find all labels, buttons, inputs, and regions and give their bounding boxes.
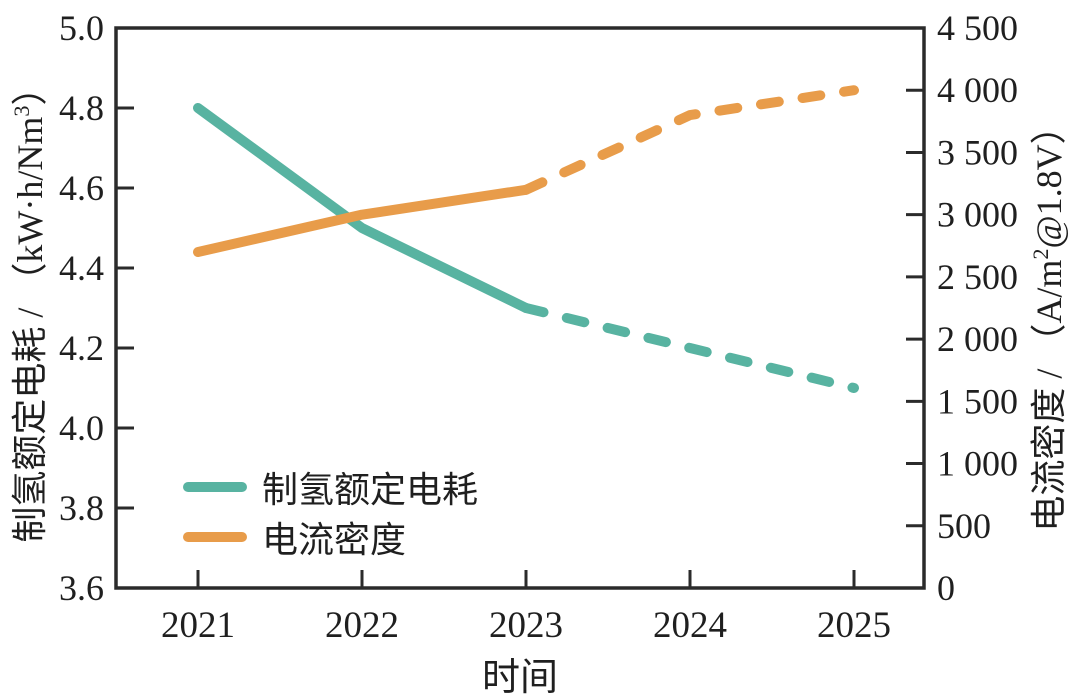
left-axis-title-suffix: ） [10,69,50,106]
legend: 制氢额定电耗 电流密度 [183,462,478,562]
legend-label-current-density: 电流密度 [262,520,407,560]
right-axis-title-suffix: @1.8V） [1029,108,1069,249]
series-line-solid-left [193,103,531,313]
right-axis-tick-label: 1 000 [937,444,1018,484]
left-axis-tick-label: 4.4 [59,248,104,288]
legend-swatch-rated-power-consumption [183,482,247,492]
left-axis-title-prefix: 制氢额定电耗 / （kW·h/Nm [10,116,50,543]
x-axis-tick-label: 2023 [489,605,563,646]
left-axis-title: 制氢额定电耗 / （kW·h/Nm3） [1,69,53,542]
right-axis-tick-label: 3 500 [937,132,1018,172]
right-axis-tick-label: 500 [937,506,991,546]
left-axis-tick-label: 5.0 [59,8,104,48]
x-axis-title: 时间 [481,657,559,698]
left-axis-title-superscript: 3 [9,105,34,117]
right-axis-title-superscript: 2 [1028,248,1053,260]
right-axis-tick-label: 2 500 [937,257,1018,297]
left-axis-tick-label: 3.8 [59,488,104,528]
right-axis-title: 电流密度 / （A/m2@1.8V） [1020,108,1072,531]
left-axis-tick-label: 4.8 [59,88,104,128]
left-axis-tick-label: 4.0 [59,408,104,448]
right-axis-tick-label: 1 500 [937,381,1018,421]
right-axis-tick-label: 4 500 [937,8,1018,48]
series-line-solid-right [193,184,531,257]
plot-border [114,26,926,590]
right-axis-tick-label: 3 000 [937,195,1018,235]
right-axis-tick-label: 2 000 [937,319,1018,359]
series-line-dashed-left [521,303,859,393]
x-axis-tick-label: 2022 [325,605,399,646]
legend-item-rated-power-consumption: 制氢额定电耗 [183,462,478,512]
legend-swatch-current-density [183,532,247,542]
legend-item-current-density: 电流密度 [183,512,478,562]
series-line-dashed-right [521,85,859,195]
x-axis-tick-label: 2021 [161,605,235,646]
x-axis-tick-label: 2025 [817,605,891,646]
left-axis-tick-label: 4.6 [59,168,104,208]
right-axis-tick-label: 4 000 [937,70,1018,110]
right-axis-title-prefix: 电流密度 / （A/m [1029,259,1069,532]
x-axis-tick-label: 2024 [653,605,727,646]
left-axis-tick-label: 4.2 [59,328,104,368]
right-axis-tick-label: 0 [937,568,955,608]
left-axis-tick-label: 3.6 [59,568,104,608]
legend-label-rated-power-consumption: 制氢额定电耗 [262,470,479,510]
